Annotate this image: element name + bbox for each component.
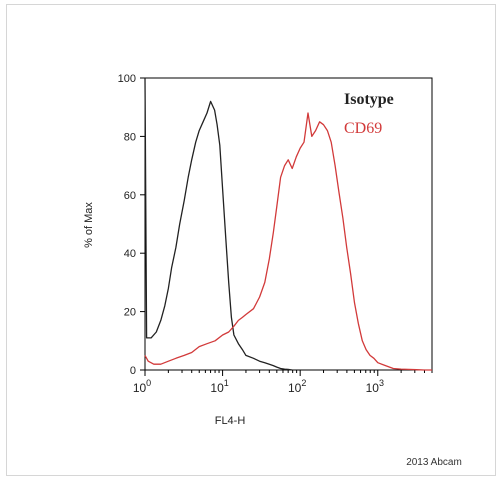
y-tick-label: 0: [130, 365, 136, 377]
y-axis: 0 20 40 60 80 100: [118, 73, 145, 377]
x-tick-label: 100: [133, 378, 151, 395]
series-line-isotype: [144, 77, 293, 371]
plot-area: [144, 77, 433, 371]
series-line-cd69: [144, 112, 432, 371]
series-layer: [144, 77, 432, 371]
x-tick-label: 101: [210, 378, 228, 395]
x-tick-label: 102: [288, 378, 306, 395]
x-axis: 100 101 102 103: [133, 370, 433, 395]
copyright-credit: 2013 Abcam: [406, 457, 462, 468]
y-tick-label: 80: [124, 131, 136, 143]
y-tick-label: 40: [124, 248, 136, 260]
y-axis-label: % of Max: [83, 202, 95, 248]
x-axis-label: FL4-H: [215, 415, 246, 427]
y-tick-label: 100: [118, 73, 136, 85]
figure-frame: [6, 4, 496, 476]
x-tick-label: 103: [366, 378, 384, 395]
y-tick-label: 20: [124, 307, 136, 319]
y-tick-label: 60: [124, 190, 136, 202]
legend-cd69: CD69: [344, 120, 382, 137]
legend-isotype: Isotype: [344, 91, 394, 108]
